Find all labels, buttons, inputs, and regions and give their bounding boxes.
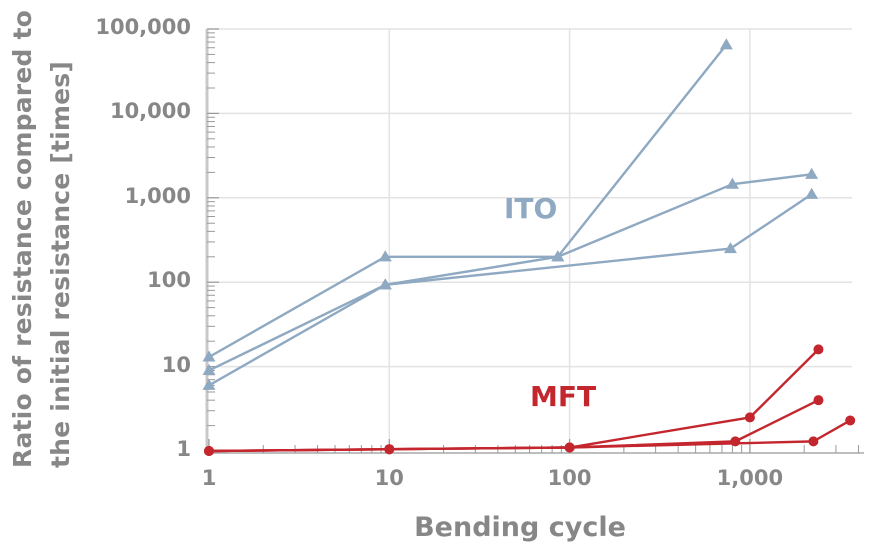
series-line-ito-3 [208,193,813,387]
y-tick-label: 1 [176,437,191,461]
triangle-marker-icon [725,177,739,189]
x-tick-label: 1 [201,466,217,490]
triangle-marker-icon [378,278,392,290]
triangle-marker-icon [202,363,216,376]
circle-marker-icon [730,436,741,447]
y-tick-label: 10 [161,352,191,377]
circle-marker-icon [813,344,824,355]
series-line-ito-1 [208,44,728,359]
triangle-marker-icon [551,250,565,262]
triangle-marker-icon [719,38,733,50]
circle-marker-icon [813,395,824,406]
circle-marker-icon [744,412,755,423]
circle-marker-icon [564,442,575,453]
triangle-marker-icon [202,350,216,362]
ito-annotation: ITO [504,192,558,225]
y-tick-label: 100,000 [95,15,191,39]
triangle-marker-icon [805,167,819,179]
y-tick-label: 100 [147,268,191,293]
x-tick-label: 10 [374,466,404,490]
y-tick-label: 10,000 [109,99,191,124]
circle-marker-icon [204,446,214,456]
series-line-mft-1 [208,348,820,453]
circle-marker-icon [845,415,856,426]
triangle-marker-icon [202,378,216,390]
mft-annotation: MFT [530,380,597,413]
x-axis-title: Bending cycle [414,512,626,543]
triangle-marker-icon [805,187,819,199]
triangle-marker-icon [723,242,737,254]
x-tick-label: 1,000 [716,466,784,490]
circle-marker-icon [808,436,819,447]
x-tick-label: 100 [547,466,592,490]
triangle-marker-icon [378,250,392,262]
circle-marker-icon [384,444,395,455]
y-tick-label: 1,000 [124,183,191,208]
